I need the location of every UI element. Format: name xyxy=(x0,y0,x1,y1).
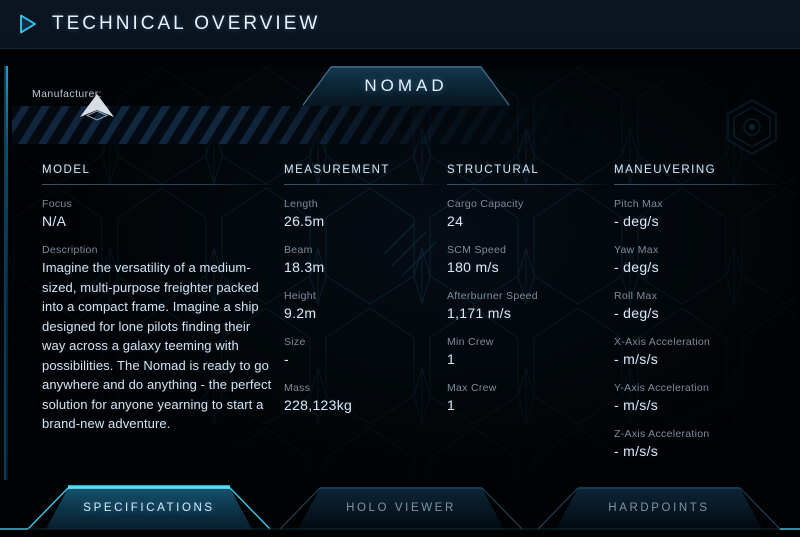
field-mass: Mass 228,123kg xyxy=(284,381,442,415)
column-header-measurement: MEASUREMENT xyxy=(284,164,390,176)
field-label: X-Axis Acceleration xyxy=(614,336,711,348)
column-rule xyxy=(614,184,780,185)
column-model: MODEL Focus N/A Description Imagine the … xyxy=(42,164,278,446)
field-value: 26.5m xyxy=(284,213,325,229)
field-value: 1 xyxy=(447,397,456,413)
top-header-bar: TECHNICAL OVERVIEW xyxy=(0,0,800,49)
column-header-structural: STRUCTURAL xyxy=(447,164,540,176)
column-header-maneuvering: MANEUVERING xyxy=(614,164,717,176)
field-beam: Beam 18.3m xyxy=(284,243,442,277)
field-value: 1 xyxy=(447,351,456,367)
column-structural: STRUCTURAL Cargo Capacity 24 SCM Speed 1… xyxy=(447,164,609,427)
field-y-axis-acceleration: Y-Axis Acceleration - m/s/s xyxy=(614,381,780,415)
tab-holo-viewer[interactable]: HOLO VIEWER xyxy=(298,487,504,529)
field-yaw-max: Yaw Max - deg/s xyxy=(614,243,780,277)
field-label: Beam xyxy=(284,244,313,256)
field-height: Height 9.2m xyxy=(284,289,442,323)
tab-label: SPECIFICATIONS xyxy=(83,502,215,514)
field-label: Description xyxy=(42,244,98,256)
field-value: - deg/s xyxy=(614,213,659,229)
field-size: Size - xyxy=(284,335,442,369)
field-pitch-max: Pitch Max - deg/s xyxy=(614,197,780,231)
field-x-axis-acceleration: X-Axis Acceleration - m/s/s xyxy=(614,335,780,369)
field-value: 9.2m xyxy=(284,305,317,321)
column-rule xyxy=(284,184,442,185)
field-value: - m/s/s xyxy=(614,443,659,459)
field-value: 18.3m xyxy=(284,259,325,275)
manufacturer-stripe-band xyxy=(12,106,748,144)
field-label: Z-Axis Acceleration xyxy=(614,428,710,440)
field-scm-speed: SCM Speed 180 m/s xyxy=(447,243,609,277)
field-value: - m/s/s xyxy=(614,397,659,413)
field-value: - deg/s xyxy=(614,259,659,275)
field-value: - xyxy=(284,351,289,367)
tab-label: HOLO VIEWER xyxy=(346,502,456,514)
field-z-axis-acceleration: Z-Axis Acceleration - m/s/s xyxy=(614,427,780,461)
field-label: Mass xyxy=(284,382,311,394)
column-header-model: MODEL xyxy=(42,164,91,176)
field-afterburner-speed: Afterburner Speed 1,171 m/s xyxy=(447,289,609,323)
tab-hardpoints[interactable]: HARDPOINTS xyxy=(556,487,762,529)
specifications-panel: NOMAD Manufacturer: MODEL xyxy=(4,66,798,484)
field-label: Afterburner Speed xyxy=(447,290,538,302)
ship-name-label: NOMAD xyxy=(364,76,448,95)
field-value: 24 xyxy=(447,213,464,229)
bottom-tab-bar: SPECIFICATIONS HOLO VIEWER HARDPOINTS xyxy=(0,480,800,537)
field-length: Length 26.5m xyxy=(284,197,442,231)
play-triangle-icon[interactable] xyxy=(14,11,40,37)
field-value: 180 m/s xyxy=(447,259,499,275)
field-label: Cargo Capacity xyxy=(447,198,524,210)
field-description: Description Imagine the versatility of a… xyxy=(42,243,278,434)
field-label: Yaw Max xyxy=(614,244,659,256)
column-rule xyxy=(447,184,609,185)
field-focus: Focus N/A xyxy=(42,197,278,231)
field-value: 1,171 m/s xyxy=(447,305,512,321)
field-label: Roll Max xyxy=(614,290,658,302)
field-label: Max Crew xyxy=(447,382,497,394)
ship-name-tab: NOMAD xyxy=(302,66,510,106)
field-value: 228,123kg xyxy=(284,397,353,413)
field-value: N/A xyxy=(42,213,67,229)
field-label: SCM Speed xyxy=(447,244,507,256)
field-label: Focus xyxy=(42,198,73,210)
field-cargo-capacity: Cargo Capacity 24 xyxy=(447,197,609,231)
tab-label: HARDPOINTS xyxy=(608,502,710,514)
field-label: Height xyxy=(284,290,317,302)
field-max-crew: Max Crew 1 xyxy=(447,381,609,415)
chevron-delta-logo-icon xyxy=(80,94,114,121)
page-title: TECHNICAL OVERVIEW xyxy=(52,13,321,34)
field-min-crew: Min Crew 1 xyxy=(447,335,609,369)
description-text: Imagine the versatility of a medium-size… xyxy=(42,260,272,431)
field-label: Length xyxy=(284,198,318,210)
field-roll-max: Roll Max - deg/s xyxy=(614,289,780,323)
field-value: - m/s/s xyxy=(614,351,659,367)
field-label: Size xyxy=(284,336,306,348)
field-label: Min Crew xyxy=(447,336,494,348)
tab-specifications[interactable]: SPECIFICATIONS xyxy=(46,487,252,529)
field-label: Pitch Max xyxy=(614,198,663,210)
column-maneuvering: MANEUVERING Pitch Max - deg/s Yaw Max - … xyxy=(614,164,780,473)
spec-columns: MODEL Focus N/A Description Imagine the … xyxy=(6,164,798,482)
column-rule xyxy=(42,184,278,185)
field-label: Y-Axis Acceleration xyxy=(614,382,710,394)
field-value: - deg/s xyxy=(614,305,659,321)
column-measurement: MEASUREMENT Length 26.5m Beam 18.3m Heig… xyxy=(284,164,442,427)
